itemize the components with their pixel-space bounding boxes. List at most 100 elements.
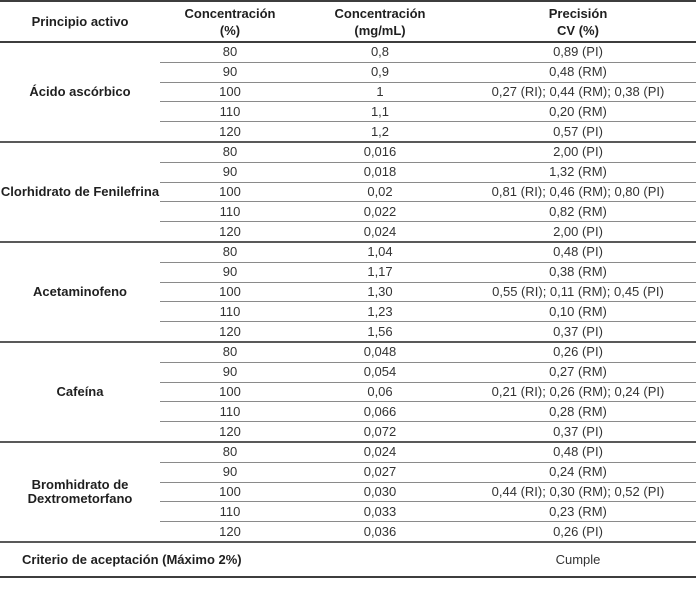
table-row: 110 1,23 0,10 (RM) xyxy=(0,301,696,323)
concentration-percent-cell: 80 xyxy=(160,241,300,263)
concentration-mgml-cell: 1,56 xyxy=(367,323,393,339)
table-row: 120 0,072 0,37 (PI) xyxy=(0,422,696,442)
concentration-percent-cell: 90 xyxy=(160,62,300,83)
precision-cv-cell: 0,20 (RM) xyxy=(460,101,696,123)
table-row: 100 1,30 0,55 (RI); 0,11 (RM); 0,45 (PI) xyxy=(0,282,696,303)
table-row: 90 0,018 1,32 (RM) xyxy=(0,162,696,183)
header-line: (mg/mL) xyxy=(354,22,406,38)
ingredient-group: Bromhidrato de Dextrometorfano 80 0,024 0,4… xyxy=(0,441,696,542)
concentration-mgml-cell: 1,04 xyxy=(300,241,460,263)
ingredient-group: Clorhidrato de Fenilefrina 80 0,016 2,00 (P… xyxy=(0,141,696,242)
active-ingredient-name: Cafeína xyxy=(56,383,104,399)
concentration-mgml-cell: 0,018 xyxy=(300,162,460,183)
concentration-mgml-cell: 0,030 xyxy=(300,482,460,503)
concentration-mgml-cell: 0,027 xyxy=(300,462,460,483)
precision-cv-cell: 0,37 (PI) xyxy=(553,323,603,339)
concentration-percent-cell: 120 xyxy=(219,523,241,539)
table-row: 100 0,02 0,81 (RI); 0,46 (RM); 0,80 (PI) xyxy=(0,182,696,203)
precision-cv-cell: 1,32 (RM) xyxy=(460,162,696,183)
table-header: Principio activo Concentración (%) Conce… xyxy=(0,1,696,43)
concentration-percent-cell: 120 xyxy=(219,423,241,439)
concentration-percent-cell: 80 xyxy=(160,341,300,363)
concentration-mgml-cell: 0,048 xyxy=(300,341,460,363)
concentration-mgml-cell: 0,016 xyxy=(300,141,460,163)
concentration-mgml-cell: 0,036 xyxy=(363,523,397,539)
header-line: Precisión xyxy=(548,5,608,21)
footer-row: Criterio de aceptación (Máximo 2%) Cumpl… xyxy=(0,542,696,577)
table-row: 100 0,06 0,21 (RI); 0,26 (RM); 0,24 (PI) xyxy=(0,382,696,403)
concentration-mgml-cell: 0,024 xyxy=(363,223,397,239)
concentration-percent-cell: 110 xyxy=(160,401,300,423)
table-row: Cafeína 80 0,048 0,26 (PI) xyxy=(0,341,696,398)
table-row: Bromhidrato de Dextrometorfano 80 0,024 0,4… xyxy=(0,441,696,505)
table-row: 90 0,054 0,27 (RM) xyxy=(0,362,696,383)
concentration-percent-cell: 90 xyxy=(160,462,300,483)
acceptance-criterion-value: Cumple xyxy=(555,551,601,567)
active-ingredient-name: Bromhidrato de Dextrometorfano xyxy=(27,476,133,506)
precision-cv-cell: 2,00 (PI) xyxy=(553,223,603,239)
concentration-percent-cell: 110 xyxy=(160,501,300,523)
precision-cv-cell: 2,00 (PI) xyxy=(460,141,696,163)
concentration-percent-cell: 80 xyxy=(160,42,300,63)
table-row: Acetaminofeno 80 1,04 0,48 (PI) xyxy=(0,241,696,298)
concentration-percent-cell: 100 xyxy=(160,282,300,303)
table-footer: Criterio de aceptación (Máximo 2%) Cumpl… xyxy=(0,541,696,577)
table-row: 110 0,066 0,28 (RM) xyxy=(0,401,696,423)
table-row: 110 0,033 0,23 (RM) xyxy=(0,501,696,523)
concentration-mgml-cell: 1 xyxy=(300,82,460,103)
concentration-percent-cell: 100 xyxy=(160,382,300,403)
active-ingredient-name: Acetaminofeno xyxy=(33,283,127,299)
table-row: 90 0,027 0,24 (RM) xyxy=(0,462,696,483)
concentration-mgml-cell: 1,30 xyxy=(300,282,460,303)
precision-results-table: Principio activo Concentración (%) Conce… xyxy=(0,0,696,578)
concentration-percent-cell: 90 xyxy=(160,162,300,183)
table-row: Ácido ascórbico 80 0,8 0,89 (PI) xyxy=(0,42,696,98)
precision-cv-cell: 0,37 (PI) xyxy=(553,423,603,439)
concentration-percent-cell: 90 xyxy=(160,362,300,383)
concentration-percent-cell: 110 xyxy=(160,201,300,223)
header-line: Concentración xyxy=(184,5,276,21)
precision-cv-cell: 0,27 (RI); 0,44 (RM); 0,38 (PI) xyxy=(460,82,696,103)
concentration-percent-cell: 120 xyxy=(219,123,241,139)
precision-cv-cell: 0,44 (RI); 0,30 (RM); 0,52 (PI) xyxy=(460,482,696,503)
precision-cv-cell: 0,26 (PI) xyxy=(553,523,603,539)
concentration-mgml-cell: 0,033 xyxy=(300,501,460,523)
precision-cv-cell: 0,26 (PI) xyxy=(460,341,696,363)
concentration-mgml-cell: 1,17 xyxy=(300,262,460,283)
table-row: 120 0,024 2,00 (PI) xyxy=(0,222,696,242)
concentration-percent-cell: 100 xyxy=(160,82,300,103)
precision-cv-cell: 0,28 (RM) xyxy=(460,401,696,423)
col-header-principio-activo: Principio activo xyxy=(0,1,160,43)
table-row: 90 0,9 0,48 (RM) xyxy=(0,62,696,83)
precision-cv-cell: 0,24 (RM) xyxy=(460,462,696,483)
header-line: (%) xyxy=(219,22,241,38)
header-line: CV (%) xyxy=(557,22,599,38)
ingredient-group: Cafeína 80 0,048 0,26 (PI) 90 0,054 0,27 (RM) 1… xyxy=(0,341,696,442)
precision-cv-cell: 0,82 (RM) xyxy=(460,201,696,223)
precision-cv-cell: 0,10 (RM) xyxy=(460,301,696,323)
table-row: 90 1,17 0,38 (RM) xyxy=(0,262,696,283)
concentration-mgml-cell: 1,2 xyxy=(370,123,390,139)
concentration-mgml-cell: 1,23 xyxy=(300,301,460,323)
concentration-percent-cell: 80 xyxy=(160,141,300,163)
table-row: 120 0,036 0,26 (PI) xyxy=(0,522,696,542)
active-ingredient-name: Ácido ascórbico xyxy=(29,83,131,99)
concentration-mgml-cell: 0,024 xyxy=(300,441,460,463)
precision-cv-cell: 0,89 (PI) xyxy=(460,42,696,63)
precision-cv-cell: 0,38 (RM) xyxy=(460,262,696,283)
concentration-mgml-cell: 0,072 xyxy=(363,423,397,439)
concentration-percent-cell: 110 xyxy=(160,101,300,123)
concentration-percent-cell: 80 xyxy=(160,441,300,463)
concentration-percent-cell: 100 xyxy=(160,182,300,203)
precision-cv-cell: 0,81 (RI); 0,46 (RM); 0,80 (PI) xyxy=(460,182,696,203)
concentration-mgml-cell: 0,9 xyxy=(300,62,460,83)
ingredient-group: Acetaminofeno 80 1,04 0,48 (PI) 90 1,17 0,38 (… xyxy=(0,241,696,342)
concentration-mgml-cell: 0,8 xyxy=(300,42,460,63)
precision-cv-cell: 0,21 (RI); 0,26 (RM); 0,24 (PI) xyxy=(460,382,696,403)
precision-cv-cell: 0,27 (RM) xyxy=(460,362,696,383)
active-ingredient-name: Clorhidrato de Fenilefrina xyxy=(0,183,160,199)
col-header-concentracion-pct: Concentración (%) xyxy=(160,1,300,43)
acceptance-criterion-label: Criterio de aceptación (Máximo 2%) xyxy=(22,551,242,567)
concentration-mgml-cell: 0,06 xyxy=(300,382,460,403)
table-row: 120 1,56 0,37 (PI) xyxy=(0,322,696,342)
